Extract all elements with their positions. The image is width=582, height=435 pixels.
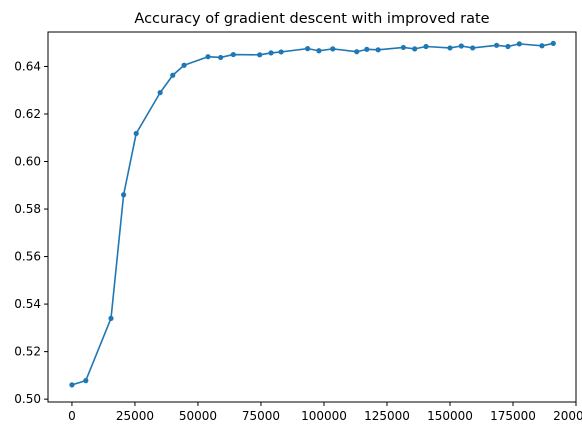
- y-tick-label: 0.62: [14, 107, 41, 121]
- data-point: [330, 46, 336, 52]
- y-tick-label: 0.50: [14, 392, 41, 406]
- data-point: [447, 45, 453, 51]
- data-point: [375, 47, 381, 53]
- x-tick-label: 50000: [179, 409, 217, 423]
- data-point: [268, 50, 274, 56]
- data-point: [516, 41, 522, 47]
- series-group: [69, 40, 556, 388]
- data-point: [412, 46, 418, 52]
- data-point: [400, 44, 406, 51]
- x-tick-label: 100000: [301, 409, 347, 423]
- x-tick-label: 75000: [242, 409, 280, 423]
- data-point: [230, 51, 236, 58]
- data-point: [550, 40, 556, 47]
- data-point: [278, 49, 284, 55]
- data-point: [218, 54, 224, 61]
- y-tick-label: 0.54: [14, 297, 41, 311]
- x-tick-label: 125000: [364, 409, 410, 423]
- data-point: [364, 46, 370, 52]
- data-point: [170, 72, 176, 78]
- x-tick-label: 25000: [116, 409, 154, 423]
- data-point: [133, 130, 139, 137]
- data-point: [205, 54, 211, 60]
- x-tick-label: 0: [68, 409, 76, 423]
- data-point: [83, 378, 89, 384]
- y-tick-label: 0.52: [14, 345, 41, 359]
- y-axis: 0.50 0.52 0.54 0.56 0.58 0.60 0.62 0.64: [14, 59, 48, 406]
- data-point: [505, 43, 511, 50]
- y-tick-label: 0.58: [14, 202, 41, 216]
- data-point: [304, 46, 311, 52]
- x-tick-label: 150000: [427, 409, 473, 423]
- plot-frame: [47, 31, 577, 403]
- data-point: [257, 52, 263, 58]
- data-point: [121, 192, 127, 198]
- data-point: [470, 45, 476, 51]
- data-point: [494, 42, 500, 48]
- x-tick-label: 175000: [490, 409, 536, 423]
- y-tick-label: 0.56: [14, 250, 41, 264]
- plot-area: [48, 32, 576, 402]
- data-point: [354, 49, 360, 55]
- data-point: [108, 315, 114, 321]
- y-tick-label: 0.64: [14, 59, 41, 73]
- data-point: [157, 89, 163, 96]
- data-point: [69, 382, 75, 388]
- data-point: [458, 43, 464, 49]
- chart-title: Accuracy of gradient descent with improv…: [134, 11, 489, 27]
- data-point: [181, 62, 187, 68]
- data-point: [316, 48, 322, 54]
- data-point: [423, 43, 429, 50]
- data-point: [539, 43, 545, 49]
- x-tick-label: 200000: [553, 409, 582, 423]
- y-tick-label: 0.60: [14, 155, 41, 169]
- x-axis: 0 25000 50000 75000 100000 125000 150000 175000…: [68, 402, 582, 423]
